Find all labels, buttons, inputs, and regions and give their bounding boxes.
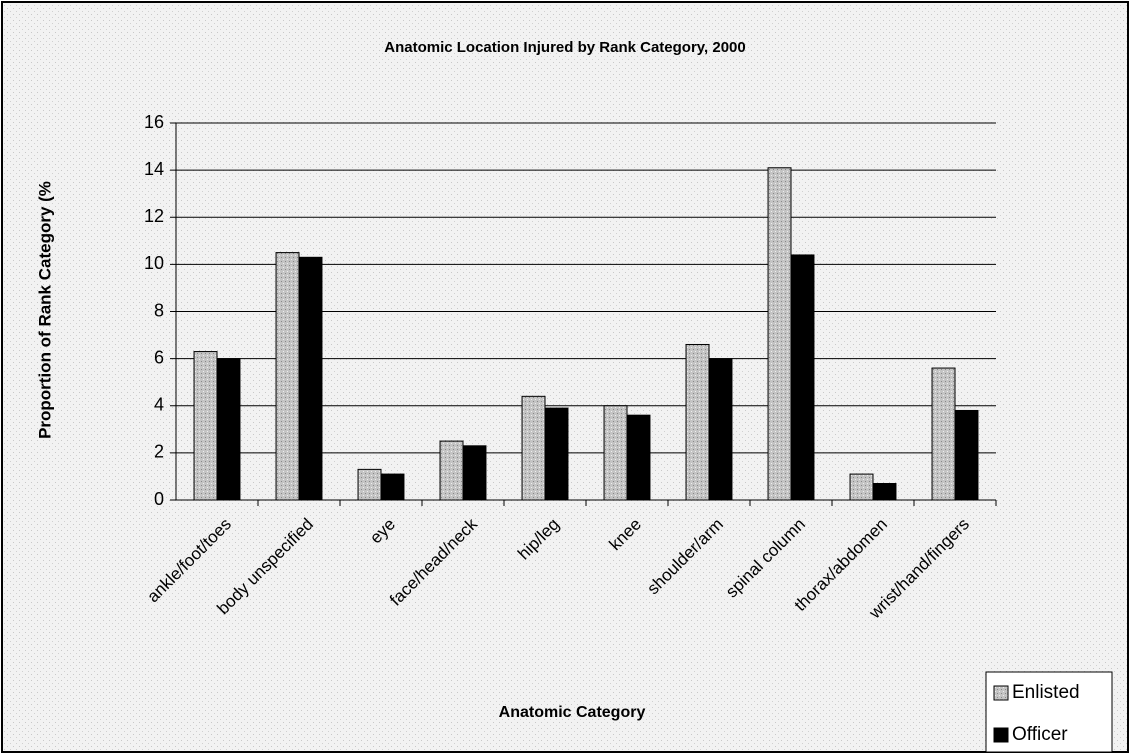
bar: [380, 473, 405, 501]
bar: [357, 468, 382, 501]
bar: [872, 483, 897, 501]
bar: [521, 395, 546, 501]
bar: [849, 473, 874, 501]
bar: [193, 351, 218, 501]
bar: [790, 254, 815, 501]
bar: [685, 343, 710, 501]
bar: [275, 252, 300, 501]
y-tick-label: 6: [154, 347, 164, 367]
bar: [708, 358, 733, 501]
chart-title: Anatomic Location Injured by Rank Catego…: [384, 39, 745, 56]
y-tick-label: 14: [144, 159, 164, 179]
bar: [439, 440, 464, 501]
legend-swatch: [993, 685, 1009, 701]
y-tick-label: 16: [144, 112, 164, 132]
bar: [931, 367, 956, 501]
bar: [626, 414, 651, 501]
y-tick-label: 12: [144, 206, 164, 226]
legend-label: Officer: [1012, 724, 1068, 745]
y-tick-label: 8: [154, 300, 164, 320]
bar: [216, 358, 241, 501]
y-tick-label: 4: [154, 395, 164, 415]
y-tick-label: 2: [154, 442, 164, 462]
bar: [603, 405, 628, 501]
y-axis-label: Proportion of Rank Category (%: [35, 181, 54, 439]
legend-swatch: [993, 727, 1009, 743]
bar: [544, 407, 569, 501]
bar: [767, 167, 792, 501]
bar: [298, 256, 323, 501]
bar: [954, 409, 979, 501]
x-axis-label: Anatomic Category: [499, 704, 646, 721]
bar: [462, 445, 487, 501]
y-tick-label: 0: [154, 489, 164, 509]
y-tick-label: 10: [144, 253, 164, 273]
legend-label: Enlisted: [1012, 682, 1080, 703]
